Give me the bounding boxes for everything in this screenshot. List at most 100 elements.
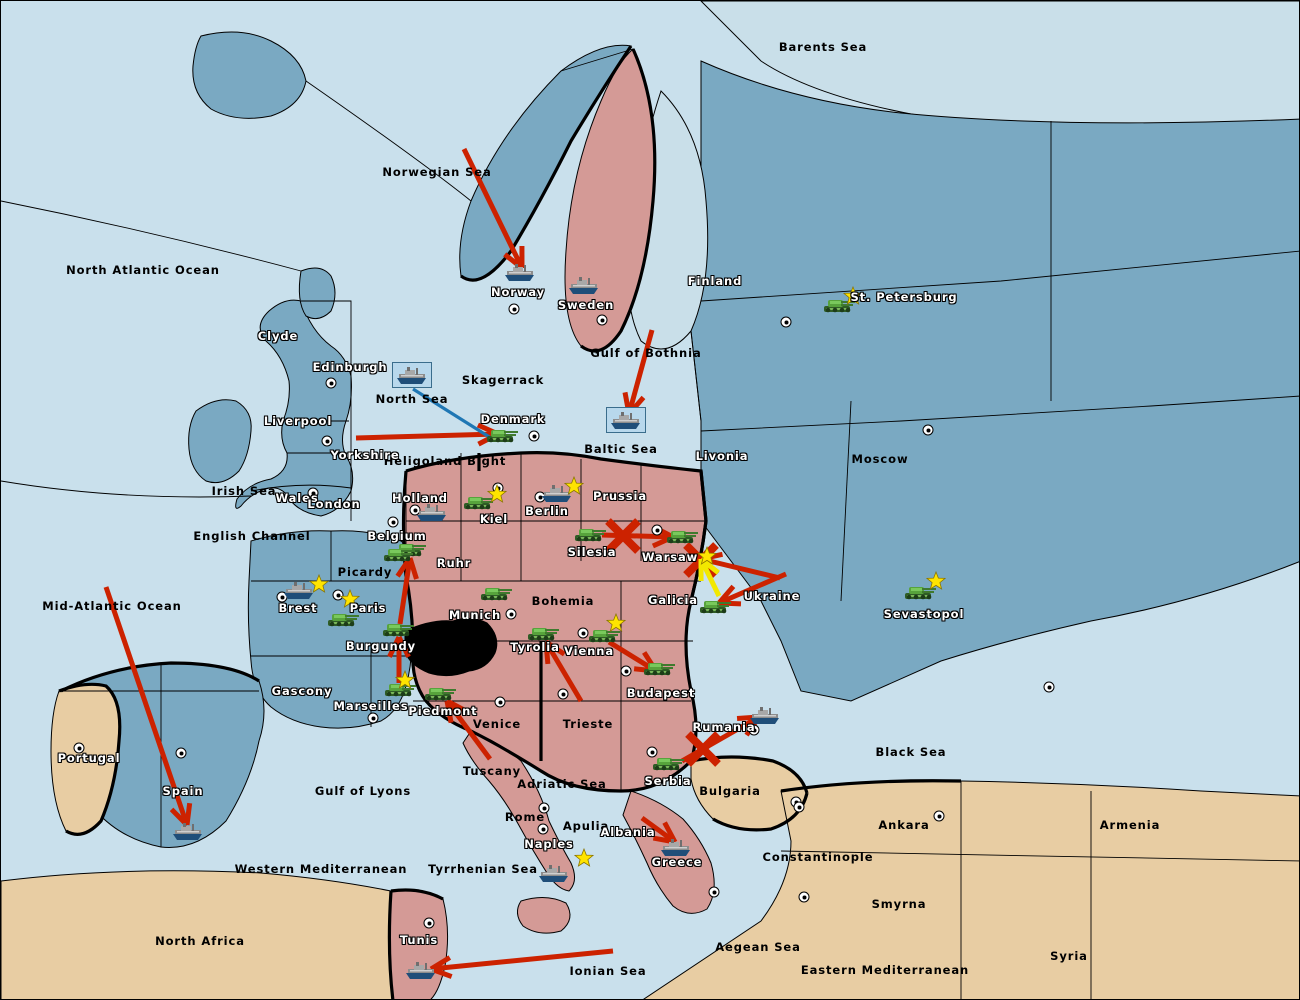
supply-center-london[interactable]	[307, 487, 319, 499]
army-unit-silesia[interactable]	[573, 524, 607, 544]
army-unit-tyrolia[interactable]	[526, 623, 560, 643]
fleet-unit-spain-sc[interactable]	[171, 821, 205, 841]
fleet-unit-tunis[interactable]	[404, 960, 438, 980]
supply-center-venice[interactable]	[494, 696, 506, 708]
supply-center-trieste[interactable]	[557, 688, 569, 700]
supply-center-sweden[interactable]	[596, 314, 608, 326]
province-label-moscow: Moscow	[851, 452, 909, 466]
supply-center-budapest[interactable]	[620, 665, 632, 677]
supply-center-marseilles[interactable]	[367, 712, 379, 724]
province-label-rome: Rome	[504, 810, 546, 824]
supply-center-greece[interactable]	[708, 886, 720, 898]
supply-center-edinburgh[interactable]	[325, 377, 337, 389]
province-label-irish-sea: Irish Sea	[211, 484, 277, 498]
province-label-gascony: Gascony	[271, 684, 333, 698]
province-label-tunis: Tunis	[399, 933, 439, 947]
army-unit-st-petersburg[interactable]	[822, 295, 856, 315]
province-label-kiel: Kiel	[479, 512, 509, 526]
supply-center-st-petersburg[interactable]	[780, 316, 792, 328]
province-label-piedmont: Piedmont	[408, 704, 478, 718]
fleet-unit-north-sea[interactable]	[392, 362, 432, 388]
army-unit-denmark[interactable]	[485, 425, 519, 445]
province-label-english-channel: English Channel	[193, 529, 311, 543]
province-label-munich: Munich	[448, 608, 502, 622]
fleet-unit-berlin[interactable]	[540, 483, 574, 503]
supply-center-rome[interactable]	[538, 802, 550, 814]
fleet-unit-holland[interactable]	[415, 502, 449, 522]
province-label-western-mediterranean: Western Mediterranean	[234, 862, 408, 876]
supply-center-rumania[interactable]	[748, 724, 760, 736]
supply-center-belgium[interactable]	[387, 516, 399, 528]
supply-center-norway[interactable]	[508, 303, 520, 315]
order-move-ionian-sea-to-tunis	[429, 948, 614, 979]
province-label-picardy: Picardy	[337, 565, 393, 579]
province-label-greece: Greece	[651, 855, 703, 869]
province-label-st-petersburg: St. Petersburg	[850, 290, 958, 304]
province-label-barents-sea: Barents Sea	[778, 40, 868, 54]
supply-center-tunis[interactable]	[423, 917, 435, 929]
province-label-trieste: Trieste	[562, 717, 614, 731]
supply-center-naples[interactable]	[537, 823, 549, 835]
fleet-unit-rumania-black-sea[interactable]	[748, 705, 782, 725]
province-label-albania: Albania	[600, 825, 656, 839]
province-label-apulia: Apulia	[562, 819, 610, 833]
supply-center-spain[interactable]	[175, 747, 187, 759]
army-unit-picardy[interactable]	[382, 544, 416, 564]
province-label-north-africa: North Africa	[155, 934, 245, 948]
army-unit-galicia[interactable]	[698, 596, 732, 616]
province-label-sevastopol: Sevastopol	[883, 607, 965, 621]
province-label-serbia: Serbia	[644, 774, 692, 788]
province-label-warsaw: Warsaw	[641, 550, 699, 564]
supply-center-ankara[interactable]	[933, 810, 945, 822]
supply-center-constantinople[interactable]	[793, 801, 805, 813]
province-label-paris: Paris	[349, 601, 387, 615]
supply-center-portugal[interactable]	[73, 742, 85, 754]
supply-center-munich[interactable]	[505, 608, 517, 620]
province-label-sweden: Sweden	[557, 298, 615, 312]
province-label-skagerrack: Skagerrack	[461, 373, 545, 387]
supply-center-vienna[interactable]	[577, 627, 589, 639]
supply-center-liverpool[interactable]	[321, 435, 333, 447]
fleet-unit-brest[interactable]	[282, 580, 316, 600]
fleet-unit-greece[interactable]	[659, 837, 693, 857]
army-unit-serbia[interactable]	[651, 753, 685, 773]
province-label-holland: Holland	[392, 491, 448, 505]
province-label-baltic-sea: Baltic Sea	[584, 442, 658, 456]
order-move-norwegian-sea-to-norway	[461, 147, 525, 270]
supply-center-sevastopol[interactable]	[1043, 681, 1055, 693]
army-unit-munich[interactable]	[479, 583, 513, 603]
supply-center-holland[interactable]	[409, 504, 421, 516]
province-label-north-sea: North Sea	[375, 392, 449, 406]
province-label-aegean-sea: Aegean Sea	[715, 940, 801, 954]
supply-center-smyrna[interactable]	[798, 891, 810, 903]
province-label-vienna: Vienna	[564, 644, 614, 658]
province-label-london: London	[307, 497, 361, 511]
army-unit-warsaw[interactable]	[665, 526, 699, 546]
province-label-syria: Syria	[1050, 949, 1088, 963]
province-label-belgium: Belgium	[367, 529, 427, 543]
fleet-unit-norway[interactable]	[503, 262, 537, 282]
supply-center-serbia[interactable]	[646, 746, 658, 758]
province-label-budapest: Budapest	[626, 686, 696, 700]
province-label-spain: Spain	[162, 784, 204, 798]
fleet-unit-sweden[interactable]	[567, 275, 601, 295]
army-unit-burgundy[interactable]	[381, 619, 415, 639]
province-label-rumania: Rumania	[692, 720, 756, 734]
province-label-galicia: Galicia	[648, 593, 698, 607]
army-unit-vienna[interactable]	[587, 625, 621, 645]
army-unit-piedmont[interactable]	[423, 683, 457, 703]
order-move-venice-to-tyrolia	[543, 639, 584, 703]
supply-center-denmark[interactable]	[528, 430, 540, 442]
supply-center-warsaw[interactable]	[651, 524, 663, 536]
fleet-unit-baltic-sea[interactable]	[606, 407, 646, 433]
army-unit-budapest[interactable]	[642, 658, 676, 678]
province-label-bohemia: Bohemia	[531, 594, 595, 608]
province-label-naples: Naples	[524, 837, 574, 851]
supply-center-moscow[interactable]	[922, 424, 934, 436]
fleet-unit-naples[interactable]	[537, 863, 571, 883]
army-unit-paris[interactable]	[326, 609, 360, 629]
